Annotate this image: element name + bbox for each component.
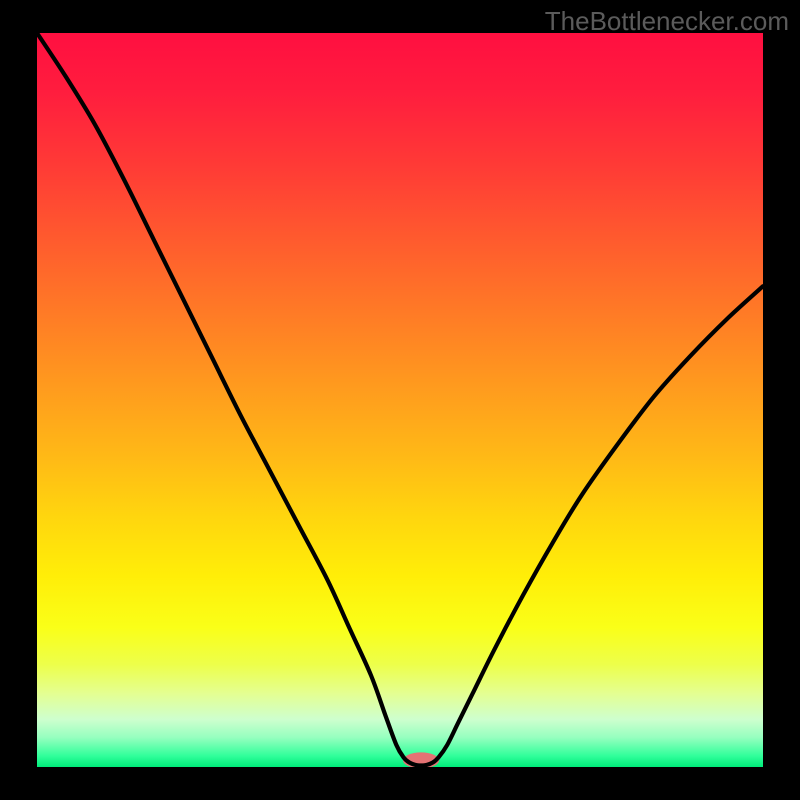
curve-layer [37, 33, 763, 767]
watermark-label: TheBottlenecker.com [545, 6, 789, 37]
bottleneck-curve [37, 33, 763, 765]
plot-area [37, 33, 763, 767]
chart-container: TheBottlenecker.com [0, 0, 800, 800]
